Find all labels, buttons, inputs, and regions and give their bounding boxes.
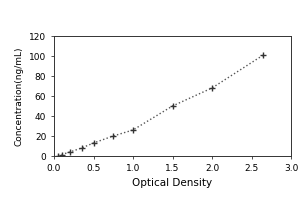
X-axis label: Optical Density: Optical Density xyxy=(132,178,213,188)
Y-axis label: Concentration(ng/mL): Concentration(ng/mL) xyxy=(15,46,24,146)
